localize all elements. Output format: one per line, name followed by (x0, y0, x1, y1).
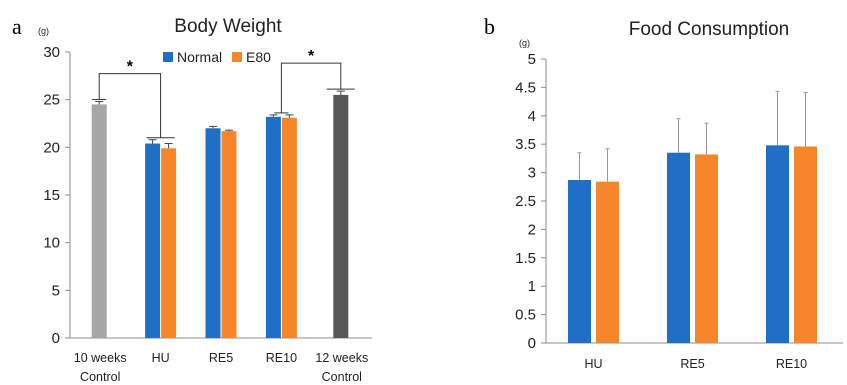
panel-a-y-unit: (g) (38, 26, 49, 36)
panel-a-category-label: 10 weeks (74, 351, 127, 365)
panel-a-y-tick-label: 25 (43, 92, 60, 109)
panel-a-y-tick-label: 0 (52, 330, 60, 347)
panel-b-bar-normal (667, 152, 690, 343)
panel-b-category-label: HU (584, 357, 602, 371)
significance-star: * (308, 48, 315, 65)
panel-b-y-tick-label: 3 (528, 165, 536, 182)
panel-a-label: a (12, 14, 22, 39)
panel-a-category-label-line2: Control (80, 370, 120, 384)
significance-star: * (127, 59, 134, 76)
panel-b-bar-e80 (794, 146, 817, 343)
panel-b-y-tick-label: 0.5 (515, 307, 536, 324)
panel-b-y-unit: (g) (519, 38, 530, 48)
panel-b-bar-e80 (695, 154, 718, 343)
panel-b-title: Food Consumption (629, 19, 790, 40)
panel-a-y-tick-label: 10 (43, 235, 60, 252)
panel-a-bar-control12 (333, 94, 349, 339)
panel-a-category-label: HU (152, 351, 170, 365)
panel-b-y-tick-label: 2.5 (515, 193, 536, 210)
panel-a-y-tick-label: 15 (43, 187, 60, 204)
significance-bracket (98, 73, 162, 138)
panel-a-category-label-line2: Control (322, 370, 362, 384)
panel-b-y-tick-label: 4 (528, 108, 536, 125)
panel-b-bar-normal (568, 179, 591, 343)
legend-label-e80: E80 (246, 49, 271, 65)
panel-b-y-tick-label: 2 (528, 221, 536, 238)
legend-swatch-normal (163, 52, 173, 62)
panel-b-y-tick-label: 3.5 (515, 136, 536, 153)
panel-b-bar-normal (766, 145, 789, 343)
panel-a-bar-e80 (161, 148, 177, 338)
panel-b-label: b (484, 14, 495, 39)
panel-a-title: Body Weight (174, 16, 282, 37)
panel-a-bar-e80 (221, 131, 237, 338)
panel-b-bar-e80 (596, 181, 619, 343)
panel-b-y-tick-label: 4.5 (515, 79, 536, 96)
panel-b-y-tick-label: 0 (528, 335, 536, 352)
panel-b-y-tick-label: 1.5 (515, 250, 536, 267)
significance-bracket (280, 62, 342, 113)
legend-swatch-e80 (232, 52, 242, 62)
panel-a-y-tick-label: 20 (43, 139, 60, 156)
panel-b-y-tick-label: 5 (528, 51, 536, 68)
panel-a-y-tick-label: 30 (43, 44, 60, 61)
legend-label-normal: Normal (177, 49, 222, 65)
panel-a-bar-normal (265, 116, 281, 339)
panel-a-category-label: RE10 (266, 351, 297, 365)
panel-b-y-tick-label: 1 (528, 278, 536, 295)
panel-b-category-label: RE5 (680, 357, 704, 371)
panel-a-category-label: RE5 (209, 351, 233, 365)
panel-a-category-label: 12 weeks (315, 351, 368, 365)
panel-a-bar-normal (145, 143, 161, 338)
panel-a-bar-normal (205, 128, 221, 338)
panel-b-category-label: RE10 (776, 357, 807, 371)
panel-a-bar-e80 (281, 117, 297, 338)
panel-a-y-tick-label: 5 (52, 282, 60, 299)
panel-a-bar-control10 (91, 104, 107, 338)
